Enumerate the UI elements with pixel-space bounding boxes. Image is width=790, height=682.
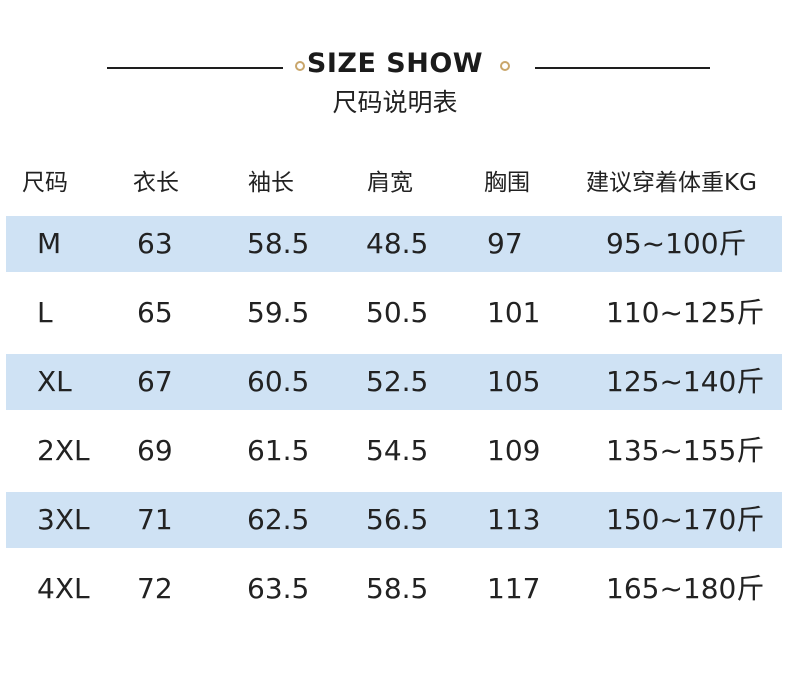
table-row: M 63 58.5 48.5 97 95~100斤 [0,214,790,283]
cell-size: M [37,227,62,260]
size-table: 尺码 衣长 袖长 肩宽 胸围 建议穿着体重KG M 63 58.5 48.5 9… [0,152,790,628]
right-ring-ornament-icon [500,61,510,71]
cell-weight: 125~140斤 [606,365,765,398]
cell-chest: 117 [487,572,541,605]
cell-chest: 101 [487,296,541,329]
table-header-row: 尺码 衣长 袖长 肩宽 胸围 建议穿着体重KG [0,152,790,214]
cell-length: 67 [137,365,173,398]
cell-sleeve: 59.5 [247,296,310,329]
cell-sleeve: 61.5 [247,434,310,467]
cell-length: 65 [137,296,173,329]
left-ring-ornament-icon [295,61,305,71]
column-header-sleeve: 袖长 [248,170,294,196]
cell-sleeve: 63.5 [247,572,310,605]
row-band [6,354,782,410]
cell-sleeve: 58.5 [247,227,310,260]
column-header-size: 尺码 [22,170,68,196]
row-band [6,216,782,272]
column-header-length: 衣长 [133,170,179,196]
cell-size: 2XL [37,434,90,467]
cell-shoulder: 50.5 [366,296,429,329]
cell-shoulder: 56.5 [366,503,429,536]
column-header-weight: 建议穿着体重KG [586,170,757,196]
cell-weight: 150~170斤 [606,503,765,536]
cell-shoulder: 52.5 [366,365,429,398]
cell-weight: 95~100斤 [606,227,747,260]
row-band [6,492,782,548]
cell-length: 69 [137,434,173,467]
page-title: SIZE SHOW [306,48,484,79]
cell-size: XL [37,365,72,398]
cell-chest: 97 [487,227,523,260]
table-row: XL 67 60.5 52.5 105 125~140斤 [0,352,790,421]
column-header-shoulder: 肩宽 [367,170,413,196]
column-header-chest: 胸围 [484,170,530,196]
cell-weight: 110~125斤 [606,296,765,329]
cell-shoulder: 54.5 [366,434,429,467]
cell-weight: 135~155斤 [606,434,765,467]
size-chart-header: SIZE SHOW 尺码说明表 [0,0,790,130]
cell-length: 63 [137,227,173,260]
table-row: 4XL 72 63.5 58.5 117 165~180斤 [0,559,790,628]
cell-shoulder: 48.5 [366,227,429,260]
cell-size: 4XL [37,572,90,605]
cell-sleeve: 60.5 [247,365,310,398]
cell-chest: 105 [487,365,541,398]
cell-sleeve: 62.5 [247,503,310,536]
page-subtitle: 尺码说明表 [332,88,458,117]
cell-chest: 113 [487,503,541,536]
left-divider-line [107,67,283,69]
cell-length: 72 [137,572,173,605]
cell-chest: 109 [487,434,541,467]
table-row: L 65 59.5 50.5 101 110~125斤 [0,283,790,352]
right-divider-line [535,67,710,69]
table-row: 3XL 71 62.5 56.5 113 150~170斤 [0,490,790,559]
cell-size: 3XL [37,503,90,536]
table-row: 2XL 69 61.5 54.5 109 135~155斤 [0,421,790,490]
cell-shoulder: 58.5 [366,572,429,605]
cell-weight: 165~180斤 [606,572,765,605]
cell-size: L [37,296,53,329]
cell-length: 71 [137,503,173,536]
